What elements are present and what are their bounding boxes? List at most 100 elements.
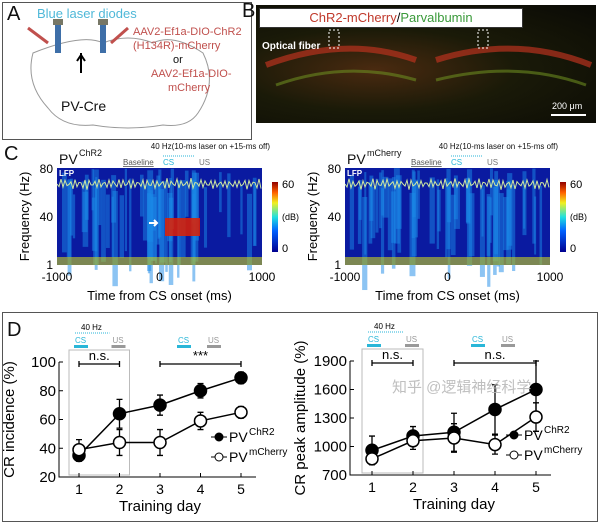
x-tick: 0 xyxy=(156,270,163,284)
spectrogram-band xyxy=(489,197,492,243)
legend-marker xyxy=(509,450,519,460)
x-tick: -1000 xyxy=(330,270,361,284)
spectrogram-band xyxy=(409,192,416,277)
spectrogram-band xyxy=(91,197,96,251)
y-tick: 40 xyxy=(328,210,342,224)
significance-label: n.s. xyxy=(89,348,110,363)
us-label: US xyxy=(502,335,513,344)
cs-label: CS xyxy=(178,336,189,345)
y-tick-label: 40 xyxy=(39,440,56,457)
significance-bracket xyxy=(159,361,242,367)
lfp-trace xyxy=(344,177,550,190)
spectrogram-band xyxy=(523,187,526,229)
spectrogram-band xyxy=(479,185,485,277)
spectrogram-band xyxy=(227,173,231,238)
cs-bar xyxy=(74,345,88,348)
spectrogram-band xyxy=(492,179,499,262)
spectrogram-band xyxy=(82,191,89,247)
spectrogram-band xyxy=(101,179,106,262)
spectrogram-band xyxy=(240,185,243,235)
spectrogram-band xyxy=(150,184,157,231)
legend-label: PV xyxy=(229,429,248,445)
spectrogram-band xyxy=(387,178,393,251)
y-tick-label: 1000 xyxy=(314,439,347,456)
histology-title: ChR2-mCherry/Parvalbumin xyxy=(259,8,523,28)
data-point xyxy=(153,435,167,450)
axes xyxy=(58,362,256,478)
spectrogram-band xyxy=(129,178,132,272)
colorbar-tick: 0 xyxy=(570,243,576,255)
40hz-power-band xyxy=(165,218,200,236)
spectrogram-band xyxy=(465,177,470,223)
y-axis-label: CR incidence (%) xyxy=(1,361,18,478)
legend-marker xyxy=(214,432,224,442)
spectrogram-band xyxy=(436,179,440,250)
group-title-superscript: ChR2 xyxy=(79,148,102,158)
baseline-label: Baseline xyxy=(411,158,442,167)
spectrogram-band xyxy=(489,168,493,216)
laser-fiber-left xyxy=(55,23,61,53)
spectrogram-band xyxy=(498,193,504,273)
spectrogram-band xyxy=(91,169,94,211)
x-tick-label: 3 xyxy=(450,479,458,495)
spectrogram-band xyxy=(380,188,385,274)
data-point xyxy=(234,371,248,385)
spectrogram-band xyxy=(105,194,110,248)
y-tick-label: 1600 xyxy=(314,382,347,399)
cs-label: CS xyxy=(163,158,174,167)
y-tick-label: 20 xyxy=(39,469,56,486)
spectrogram-band xyxy=(429,177,435,244)
spectrogram-band xyxy=(375,178,379,233)
cs-label: CS xyxy=(451,158,462,167)
spectrogram-band xyxy=(379,172,382,229)
spectrogram-band xyxy=(349,174,355,250)
x-axis-label: Training day xyxy=(119,498,201,515)
title-chr2: ChR2-mCherry xyxy=(309,10,397,25)
legend-superscript: mCherry xyxy=(249,447,287,458)
spectrogram-band xyxy=(147,170,154,242)
panel-b-label: B xyxy=(242,0,256,22)
stim-label: 40 Hz(10-ms laser on +15-ms off) xyxy=(151,142,271,151)
colorbar-tick: (dB) xyxy=(570,212,587,222)
spectrogram-band xyxy=(203,187,208,248)
y-tick-label: 60 xyxy=(39,412,56,429)
data-point xyxy=(406,434,420,448)
histology-image: ChR2-mCherry/Parvalbumin Optical fiber 2… xyxy=(256,5,596,123)
spectrogram-band xyxy=(358,179,362,220)
legend-marker xyxy=(214,452,224,462)
spectrogram-band xyxy=(447,186,451,279)
x-tick-label: 2 xyxy=(409,479,417,495)
virus-2-label: AAV2-Ef1a-DIO- xyxy=(151,68,232,80)
spectrogram-band xyxy=(381,170,384,216)
y-axis-label: Frequency (Hz) xyxy=(17,172,32,262)
lfp-label: LFP xyxy=(347,169,363,178)
us-label: US xyxy=(208,336,219,345)
x-axis-label: Training day xyxy=(413,496,495,513)
significance-label: n.s. xyxy=(382,347,403,362)
legend-superscript: mCherry xyxy=(544,445,582,456)
spectrogram-band xyxy=(168,197,174,285)
spectrogram-band xyxy=(364,172,367,255)
legend-superscript: ChR2 xyxy=(544,425,570,436)
significance-label: *** xyxy=(193,348,208,363)
y-tick: 1 xyxy=(334,258,341,272)
spectrogram-band xyxy=(532,168,536,244)
data-point xyxy=(529,410,543,424)
syringe-left xyxy=(27,26,49,45)
low-frequency-band xyxy=(345,257,550,265)
x-tick: 1000 xyxy=(537,270,564,284)
y-tick: 80 xyxy=(328,162,342,176)
spectrogram-band xyxy=(184,170,189,217)
fiber-marker-right xyxy=(477,29,489,49)
virus-2b-label: mCherry xyxy=(168,82,211,94)
panel-a: A Blue laser diodes AAV2-Ef1a-DIO-ChR2 (… xyxy=(2,2,252,140)
spectrogram-band xyxy=(156,175,160,245)
us-label: US xyxy=(199,158,210,167)
brain-schematic xyxy=(27,19,210,129)
cs-label: CS xyxy=(75,336,86,345)
arrow-icon xyxy=(149,219,159,227)
data-point xyxy=(153,398,167,412)
spectrogram-band xyxy=(124,168,128,252)
laser-fiber-right xyxy=(100,23,106,53)
